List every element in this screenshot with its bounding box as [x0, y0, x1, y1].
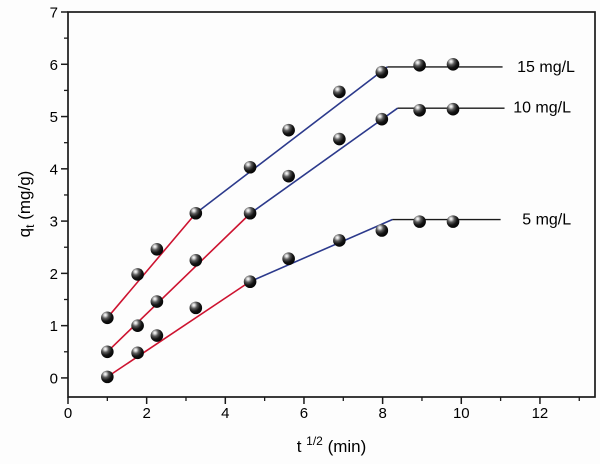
legend-label-series-1: 10 mg/L — [513, 100, 571, 117]
data-point-series-0 — [282, 123, 295, 137]
trendline-red-series-2 — [106, 281, 251, 378]
trendline-blue-series-2 — [249, 218, 393, 283]
data-point-series-1 — [282, 169, 295, 183]
data-point-series-0 — [101, 311, 114, 325]
x-tick-label: 10 — [453, 405, 470, 422]
data-point-series-0 — [243, 160, 257, 174]
data-point-series-1 — [375, 112, 389, 126]
data-point-series-2 — [375, 224, 389, 237]
data-point-series-1 — [333, 132, 346, 146]
data-point-series-0 — [131, 268, 144, 281]
y-tick-label: 3 — [50, 214, 58, 231]
legend-label-series-2: 5 mg/L — [522, 212, 571, 229]
data-point-series-2 — [189, 301, 203, 315]
data-point-series-0 — [150, 243, 164, 256]
trendline-blue-series-1 — [250, 107, 399, 214]
y-tick-label: 7 — [50, 5, 58, 22]
data-point-series-1 — [131, 319, 144, 332]
y-tick-label: 1 — [50, 318, 58, 335]
trendline-red-series-0 — [106, 212, 197, 319]
data-point-series-1 — [101, 345, 114, 359]
x-tick-label: 2 — [142, 405, 150, 422]
data-point-series-1 — [446, 102, 460, 116]
y-tick-label: 2 — [50, 266, 58, 283]
data-point-series-2 — [446, 215, 460, 228]
data-point-series-2 — [150, 329, 164, 342]
data-point-series-2 — [101, 370, 114, 384]
y-tick-label: 0 — [50, 370, 58, 387]
data-point-series-0 — [189, 206, 203, 220]
data-point-series-2 — [131, 346, 144, 360]
y-axis-label: qt (mg/g) — [15, 171, 37, 238]
data-point-series-2 — [413, 215, 426, 228]
x-axis-label: t 1/2 (min) — [297, 434, 367, 456]
data-point-series-2 — [282, 252, 295, 266]
trendline-red-series-1 — [106, 212, 252, 353]
plot-frame — [67, 11, 596, 398]
y-axis-label-group: qt (mg/g) — [15, 171, 37, 238]
y-tick-label: 5 — [50, 109, 58, 126]
y-tick-label: 4 — [50, 161, 58, 178]
data-point-series-2 — [243, 275, 257, 289]
data-point-series-2 — [333, 234, 346, 247]
data-point-series-0 — [446, 57, 460, 71]
data-point-series-0 — [333, 85, 346, 99]
x-tick-label: 12 — [532, 405, 549, 422]
x-tick-label: 0 — [64, 405, 72, 422]
legend-label-series-0: 15 mg/L — [517, 59, 575, 76]
data-point-series-1 — [413, 103, 426, 117]
x-tick-label: 8 — [378, 405, 386, 422]
trendline-blue-series-0 — [195, 66, 388, 214]
data-point-series-1 — [189, 254, 203, 267]
data-point-series-1 — [150, 295, 164, 308]
data-point-series-0 — [375, 65, 389, 79]
x-tick-label: 4 — [221, 405, 229, 422]
x-tick-label: 6 — [300, 405, 308, 422]
y-tick-label: 6 — [50, 57, 58, 74]
data-point-series-0 — [413, 59, 426, 72]
data-point-series-1 — [243, 206, 257, 220]
